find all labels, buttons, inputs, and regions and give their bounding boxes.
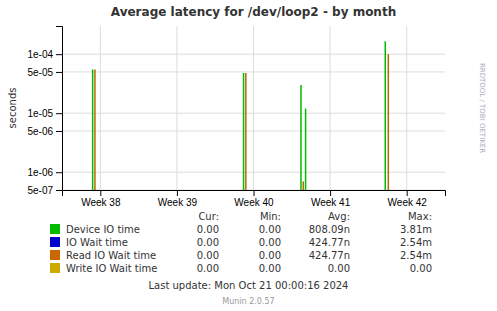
table-value: 0.00 [197,237,219,248]
x-tick-label: Week 38 [81,197,121,208]
x-tick-mark [100,190,101,196]
grid-line-x [330,26,331,190]
x-tick: Week 39 [158,190,198,208]
legend: Cur: Min: Avg: Max: Device IO time 0.00 0.00 80… [50,211,432,274]
y-axis-title: seconds [7,88,18,129]
y-tick-label: 1e-06 [27,167,53,178]
table-value: 808.09n [309,224,350,235]
y-tick-label: 5e-05 [27,67,53,78]
x-tick-mark [330,190,331,196]
table-value: 2.54m [400,250,432,261]
grid-line-x [406,26,407,190]
grid [62,26,445,190]
spike [243,73,245,190]
table-value: 3.81m [400,224,432,235]
grid-line-x [176,26,177,190]
x-tick-mark [177,190,178,196]
table-value: 0.00 [410,263,432,274]
y-tick: 1e-05 [27,108,62,119]
x-tick: Week 42 [388,190,428,208]
table-value: 0.00 [259,250,281,261]
y-tick-mark [56,172,62,173]
y-axis: 5e-07 1e-06 5e-06 1e-05 5e-05 1e-04 [27,27,62,196]
table-value: 0.00 [197,263,219,274]
footer: Last update: Mon Oct 21 00:00:16 2024 [149,280,349,291]
table-value: 0.00 [328,263,350,274]
x-tick: Week 38 [81,190,121,208]
title: Average latency for /dev/loop2 - by mont… [111,5,396,19]
table-value: 2.54m [400,237,432,248]
x-tick-label: Week 40 [234,197,274,208]
y-tick: 1e-04 [27,49,62,60]
spike [92,69,94,190]
legend-swatch [50,263,60,273]
y-tick: 5e-05 [27,67,62,78]
spike [300,85,302,190]
table-value: 424.77n [309,250,350,261]
legend-label: Device IO time [66,224,140,235]
legend-label: Read IO Wait time [66,250,156,261]
table-value: 0.00 [259,224,281,235]
spike [388,54,390,190]
spike [385,41,387,190]
y-tick-mark [56,113,62,114]
watermark: RRDTOOL / TOBI OETIKER [478,63,486,153]
y-tick-mark [56,131,62,132]
table-header: Cur: [198,211,219,222]
table-value: 0.00 [197,250,219,261]
version: Munin 2.0.57 [222,297,274,306]
y-axis-line [56,27,63,191]
table-header: Avg: [328,211,350,222]
legend-swatch [50,237,60,247]
y-tick: 5e-06 [27,126,62,137]
table-header: Max: [408,211,432,222]
spike [303,181,305,190]
y-tick-mark [56,72,62,73]
x-tick: Week 41 [311,190,351,208]
y-tick: 1e-06 [27,167,62,178]
x-tick-label: Week 41 [311,197,351,208]
x-tick: Week 40 [234,190,274,208]
table-value: 424.77n [309,237,350,248]
y-tick-mark [56,190,62,191]
spike [305,109,307,190]
y-tick-mark [56,54,62,55]
table-value: 0.00 [259,237,281,248]
spike [94,69,96,190]
grid-line-x [253,26,254,190]
y-tick-label: 5e-06 [27,126,53,137]
y-tick-label: 1e-04 [27,49,53,60]
x-axis-line [63,191,446,197]
table-value: 0.00 [197,224,219,235]
x-tick-mark [254,190,255,196]
x-tick-label: Week 39 [158,197,198,208]
legend-swatch [50,250,60,260]
table-header: Min: [260,211,281,222]
x-tick-label: Week 42 [388,197,428,208]
x-tick-mark [407,190,408,196]
y-tick-label: 5e-07 [27,185,53,196]
legend-label: Write IO Wait time [66,263,157,274]
legend-label: IO Wait time [66,237,128,248]
legend-swatch [50,224,60,234]
y-tick-label: 1e-05 [27,108,53,119]
table-value: 0.00 [259,263,281,274]
marks [93,41,389,190]
chart: Week 38 Week 39 Week 40 Week 41 Week 42 5e-07… [0,0,497,311]
y-tick: 5e-07 [27,185,62,196]
spike [245,73,247,190]
grid-line-x [100,26,101,190]
x-axis: Week 38 Week 39 Week 40 Week 41 Week 42 [63,190,446,208]
